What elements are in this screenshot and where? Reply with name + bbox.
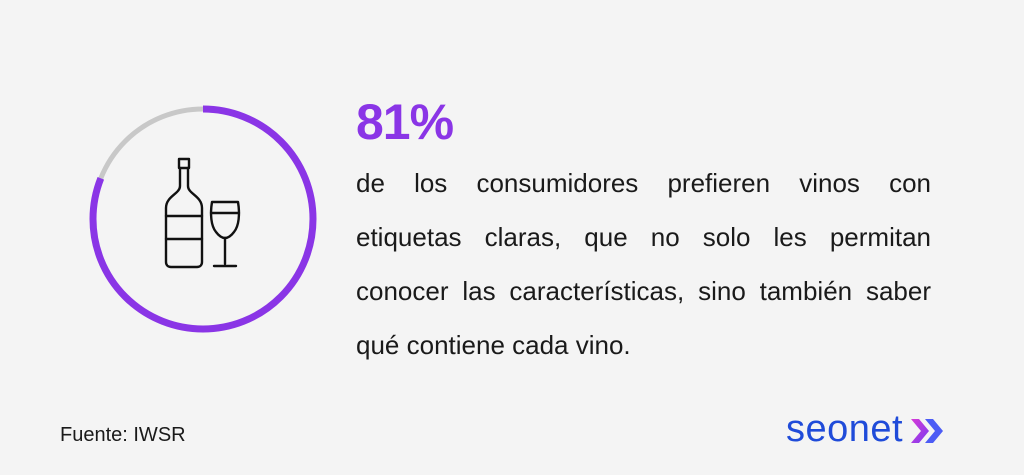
progress-ring-fill [89,105,317,333]
stat-value: 81% [356,94,454,150]
progress-ring-graphic [89,105,317,333]
stat-block: 81% de los consumidores prefieren vinos … [356,92,931,372]
progress-ring [88,104,318,334]
double-chevron-icon [911,419,944,443]
brand-name: seonet [786,408,904,450]
wine-bottle-and-glass-icon [164,157,241,269]
source-note: Fuente: IWSR [60,424,186,446]
stat-description: de los consumidores prefieren vinos con … [356,168,931,360]
brand-logo: seonet [786,404,945,454]
